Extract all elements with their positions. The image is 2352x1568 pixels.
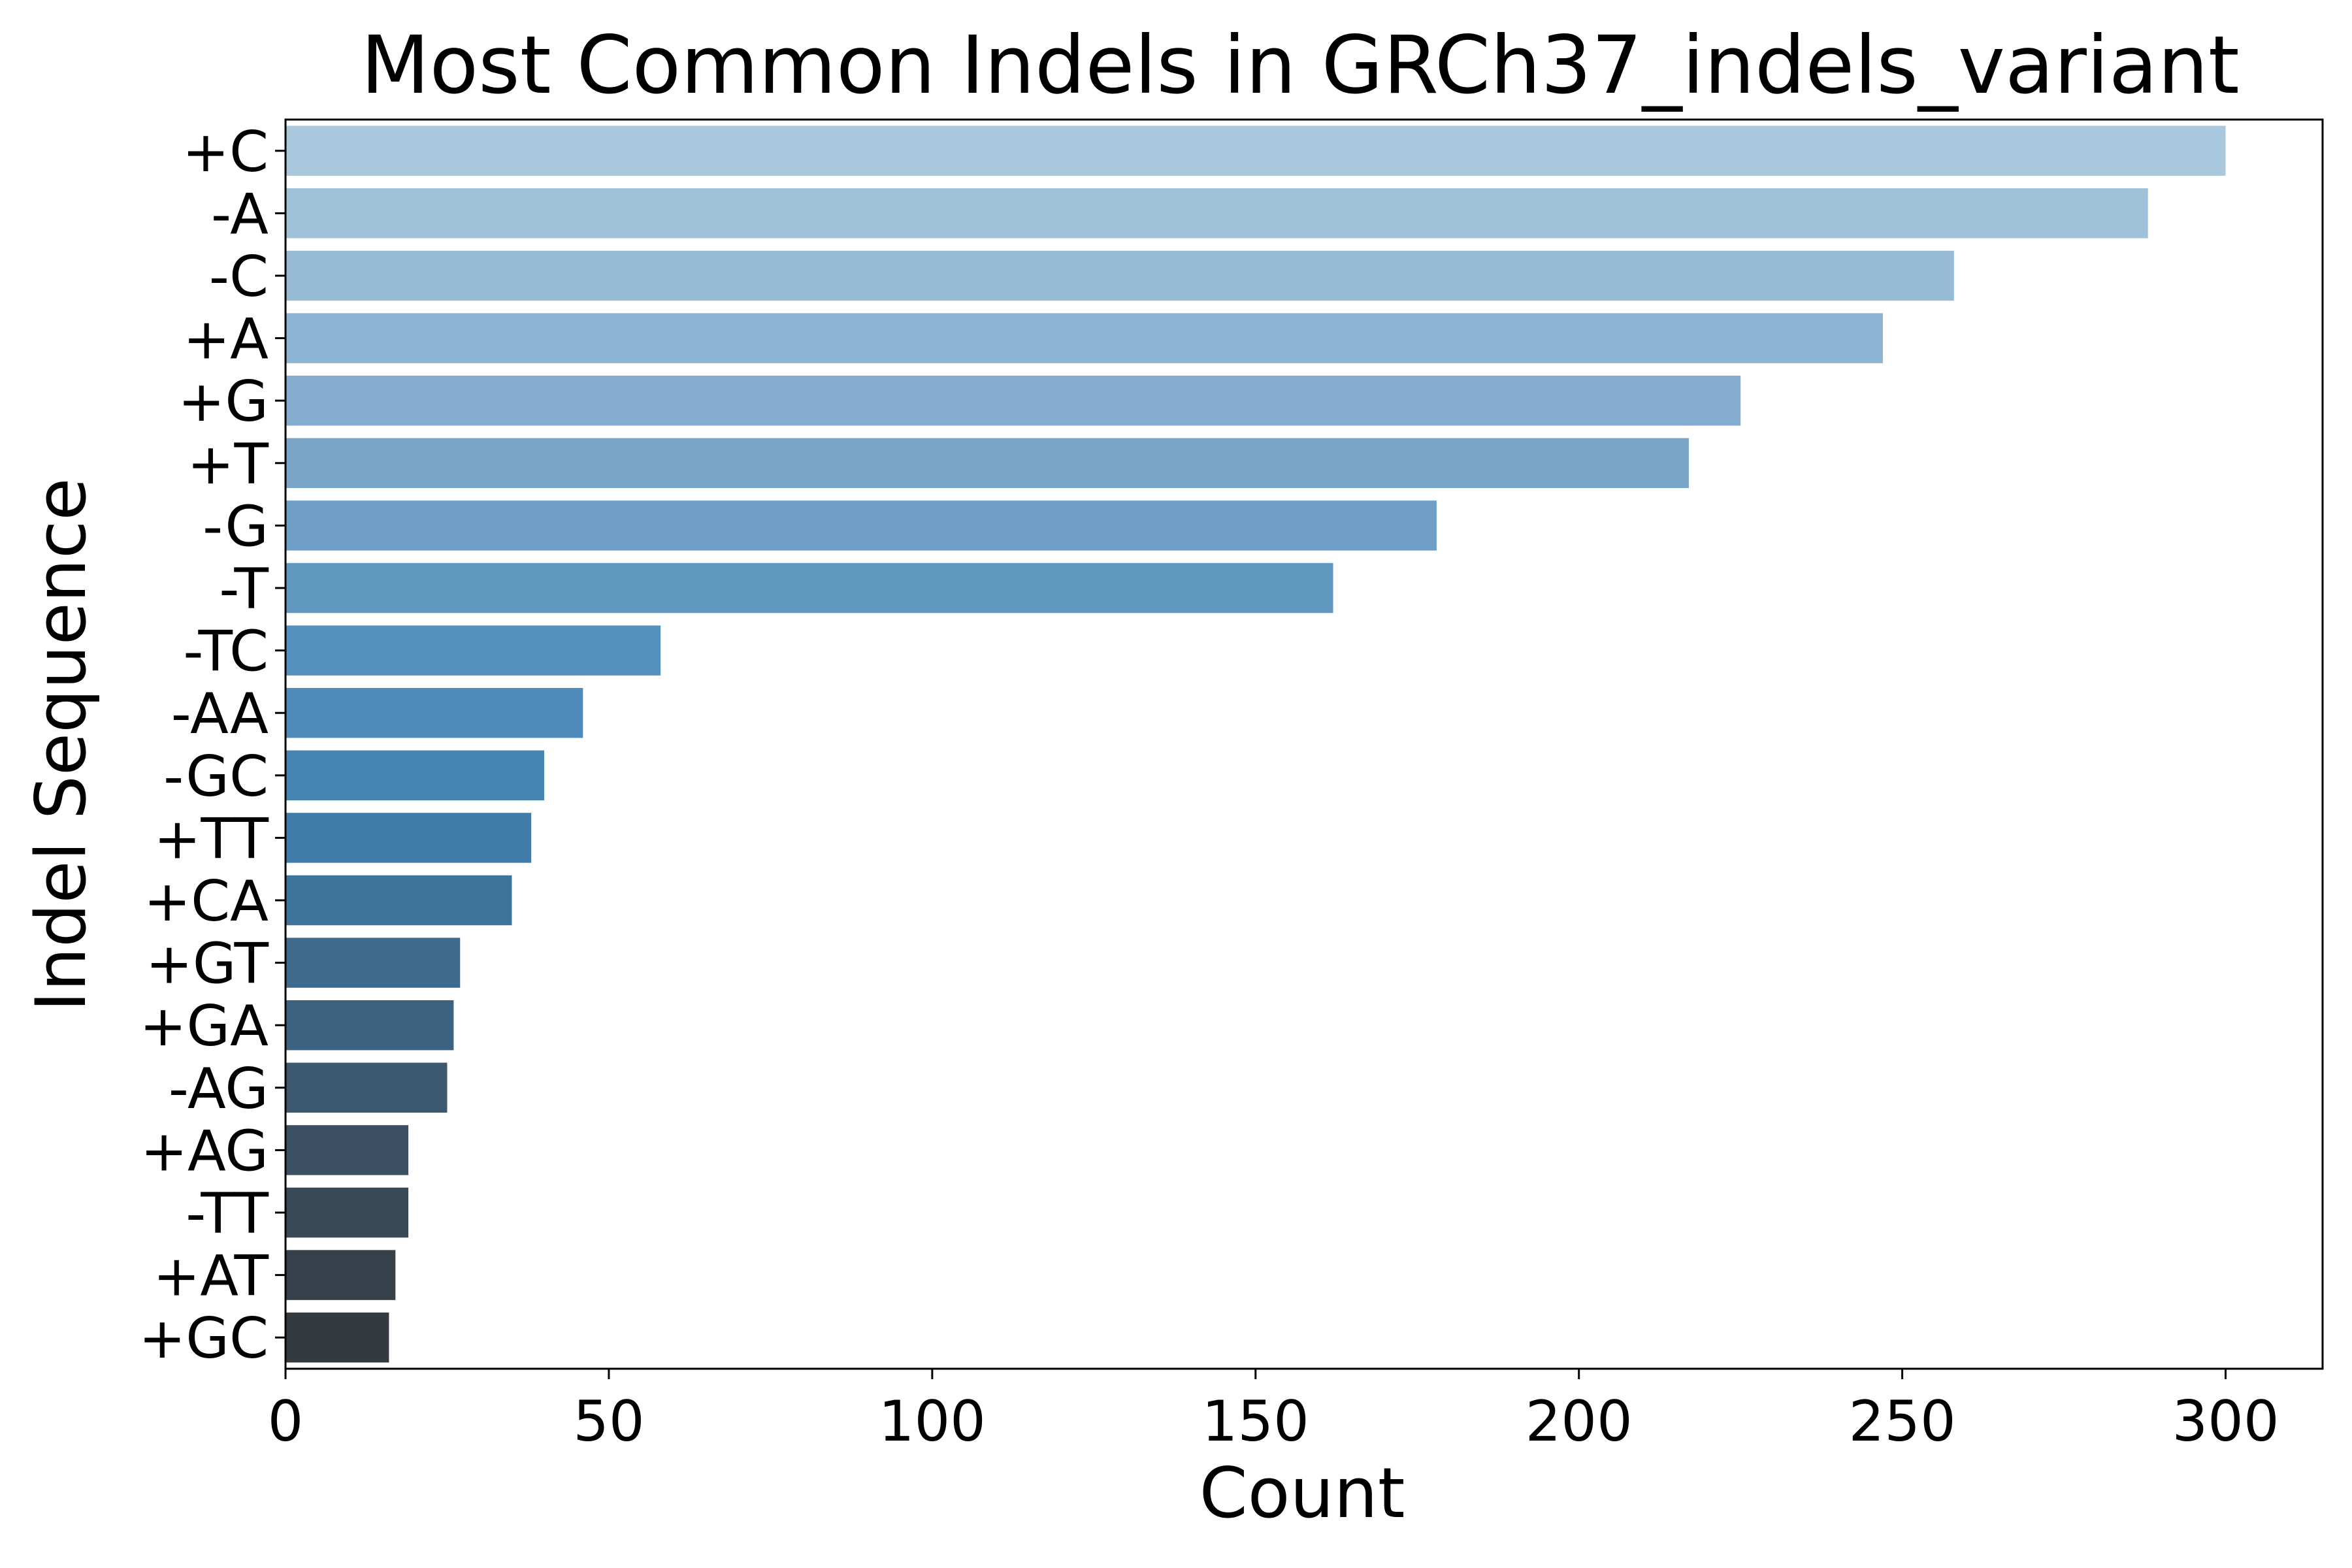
y-tick-label: +C: [182, 120, 269, 185]
x-tick-label: 200: [1526, 1389, 1633, 1454]
y-tick-label: -TC: [183, 619, 269, 685]
bar-minus-ag: [286, 1062, 448, 1113]
y-tick-label: +T: [187, 432, 269, 497]
y-tick-label: -G: [203, 494, 269, 559]
bar-minus-tc: [286, 625, 661, 676]
y-tick-label: +GT: [146, 932, 269, 997]
bar-minus-aa: [286, 687, 583, 738]
plot-frame: [284, 118, 2324, 1370]
bar-minus-a: [286, 188, 2148, 238]
bar-plusminus-gc: [286, 1312, 389, 1363]
y-tick-label: -T: [219, 557, 269, 622]
x-axis-label: Count: [1200, 1453, 1405, 1533]
x-tick-label: 150: [1202, 1389, 1309, 1454]
y-tick-label: -A: [211, 182, 269, 247]
y-tick-label: +CA: [144, 869, 269, 934]
bars-group: [286, 125, 2226, 1363]
y-tick-label: -AG: [169, 1056, 269, 1122]
y-tick-label: +GA: [139, 994, 269, 1059]
bar-minus-g: [286, 500, 1437, 551]
y-ticks-group: +C-A-C+A+G+T-G-T-TC-AA-GC+TT+CA+GT+GA-AG…: [139, 120, 286, 1371]
bar-plusminus-ga: [286, 1000, 454, 1051]
y-tick-label: +G: [178, 369, 269, 434]
x-tick-label: 0: [268, 1389, 304, 1454]
bar-minus-t: [286, 563, 1333, 613]
chart-title: Most Common Indels in GRCh37_indels_vari…: [361, 19, 2239, 112]
x-tick-label: 300: [2172, 1389, 2279, 1454]
bar-minus-tt: [286, 1187, 409, 1238]
x-tick-label: 100: [879, 1389, 986, 1454]
y-tick-label: -C: [209, 244, 269, 310]
y-axis-label: Indel Sequence: [21, 478, 101, 1012]
bar-plusminus-tt: [286, 813, 532, 863]
bar-minus-gc: [286, 750, 544, 801]
bar-plusminus-ca: [286, 875, 512, 926]
y-tick-label: +A: [183, 307, 269, 372]
y-tick-label: +AG: [140, 1119, 269, 1184]
bar-plusminus-c: [286, 125, 2226, 176]
y-tick-label: +AT: [153, 1244, 269, 1309]
bar-plusminus-gt: [286, 938, 461, 988]
y-tick-label: -AA: [171, 681, 269, 747]
x-tick-label: 250: [1849, 1389, 1956, 1454]
bar-minus-c: [286, 250, 1954, 301]
bar-plusminus-g: [286, 375, 1741, 426]
x-ticks-group: 0 50 100 150 200 250 300: [268, 1369, 2279, 1454]
y-tick-label: +GC: [139, 1306, 269, 1371]
bar-plusminus-ag: [286, 1125, 409, 1175]
y-tick-label: +TT: [154, 806, 269, 872]
x-tick-label: 50: [573, 1389, 644, 1454]
y-tick-label: -TT: [186, 1181, 269, 1247]
y-tick-label: -GC: [163, 744, 269, 809]
bar-plusminus-t: [286, 438, 1689, 489]
bar-plusminus-at: [286, 1250, 396, 1300]
bar-plusminus-a: [286, 313, 1883, 363]
